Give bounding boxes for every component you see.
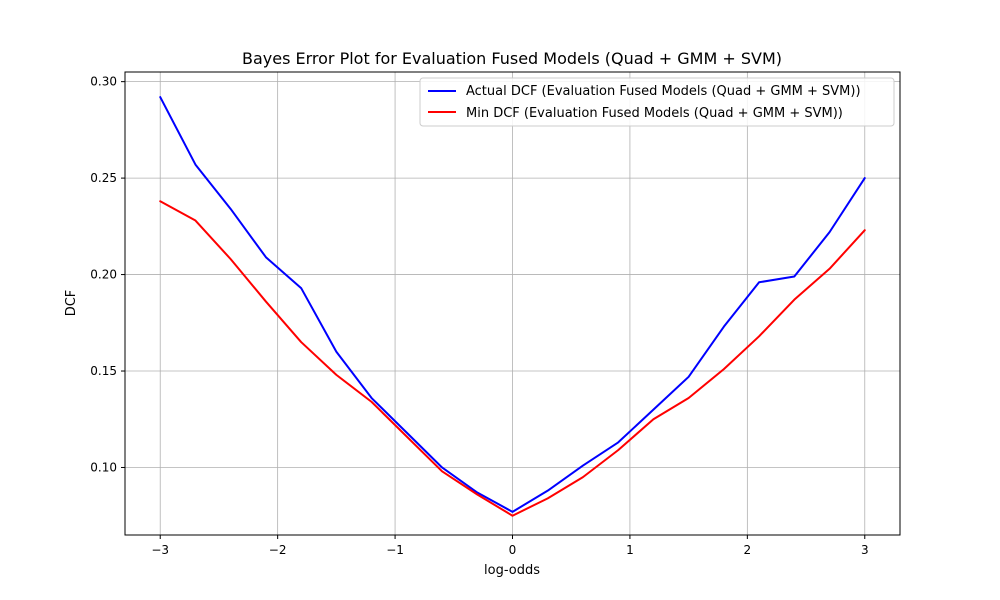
series-layer — [159, 96, 866, 517]
x-tick-label: 1 — [626, 543, 634, 557]
y-tick-label: 0.15 — [90, 364, 117, 378]
x-tick-label: 2 — [744, 543, 752, 557]
x-tick-label: 3 — [861, 543, 869, 557]
y-tick-label: 0.20 — [90, 268, 117, 282]
y-axis-label: DCF — [64, 290, 79, 317]
y-tick-label: 0.10 — [90, 460, 117, 474]
legend: Actual DCF (Evaluation Fused Models (Qua… — [419, 77, 895, 127]
x-tick-label: −2 — [269, 543, 287, 557]
y-tick-label: 0.25 — [90, 171, 117, 185]
x-tick-label: 0 — [509, 543, 517, 557]
x-tick-label: −3 — [151, 543, 169, 557]
chart-title: Bayes Error Plot for Evaluation Fused Mo… — [242, 49, 782, 68]
legend-label-actual-dcf: Actual DCF (Evaluation Fused Models (Qua… — [466, 84, 861, 99]
legend-box — [419, 77, 895, 127]
x-tick-label: −1 — [386, 543, 404, 557]
y-tick-label: 0.30 — [90, 75, 117, 89]
x-axis-label: log-odds — [484, 563, 540, 578]
axis-ticks: −3 −2 −1 0 1 2 3 0.10 0.15 0.20 0.25 0.30 — [90, 75, 868, 557]
legend-label-min-dcf: Min DCF (Evaluation Fused Models (Quad +… — [466, 106, 843, 121]
grid — [125, 72, 900, 535]
